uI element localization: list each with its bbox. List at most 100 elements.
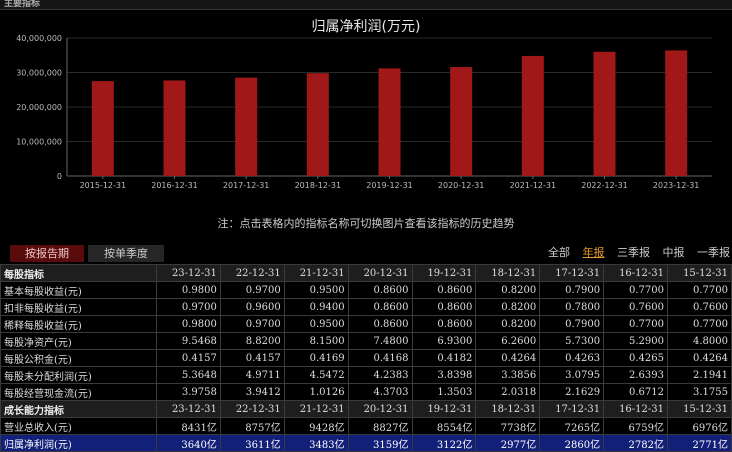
table-cell-value: 0.8600: [411, 298, 477, 316]
section-header-growth: 成长能力指标 23-12-31 22-12-31 21-12-31 20-12-31 19…: [0, 400, 732, 418]
table-cell-value: 2.1629: [539, 383, 605, 401]
bar: [450, 66, 473, 176]
column-header-date: 22-12-31: [219, 264, 285, 282]
table-cell-value: 9428亿: [283, 417, 349, 435]
table-cell-value: 0.8600: [411, 315, 477, 333]
table-row: 营业总收入(元) 8431亿 8757亿 9428亿 8827亿 8554亿 7738亿 72…: [0, 417, 732, 435]
table-cell-value: 3.3856: [475, 366, 541, 384]
table-cell-value: 4.9711: [219, 366, 285, 384]
indicator-name-link[interactable]: 每股未分配利润(元): [0, 366, 157, 384]
x-tick-label: 2019-12-31: [366, 181, 413, 190]
filter-q1[interactable]: 一季报: [697, 246, 730, 259]
x-tick-label: 2021-12-31: [510, 181, 557, 190]
table-cell-value: 4.5472: [283, 366, 349, 384]
table-cell-value: 3.9758: [156, 383, 221, 401]
column-header-date: 18-12-31: [475, 264, 541, 282]
column-header-date: 17-12-31: [539, 400, 605, 418]
table-cell-value: 8.8200: [219, 332, 285, 350]
table-cell-value: 0.9700: [219, 281, 285, 299]
column-header-date: 23-12-31: [156, 400, 221, 418]
table-cell-value: 3122亿: [411, 434, 477, 452]
table-cell-value: 3611亿: [219, 434, 285, 452]
indicator-name-link[interactable]: 扣非每股收益(元): [0, 298, 157, 316]
table-cell-value: 9.5468: [156, 332, 221, 350]
table-cell-value: 8554亿: [411, 417, 477, 435]
table-cell-value: 0.7900: [539, 315, 605, 333]
table-cell-value: 5.2900: [603, 332, 668, 350]
table-cell-value: 0.4182: [411, 349, 477, 367]
filter-interim[interactable]: 中报: [662, 246, 685, 259]
filter-annual[interactable]: 年报: [582, 246, 605, 259]
table-cell-value: 0.7700: [667, 281, 732, 299]
column-header-date: 20-12-31: [347, 264, 413, 282]
x-tick-label: 2016-12-31: [151, 181, 198, 190]
column-header-date: 15-12-31: [667, 400, 732, 418]
tab-by-report-period[interactable]: 按报告期: [10, 245, 84, 262]
filter-q3[interactable]: 三季报: [617, 246, 650, 259]
x-tick-label: 2017-12-31: [223, 181, 270, 190]
table-cell-value: 0.7600: [603, 298, 668, 316]
indicator-name-link[interactable]: 每股经营现金流(元): [0, 383, 157, 401]
table-cell-value: 8827亿: [347, 417, 413, 435]
bar: [521, 55, 544, 176]
bar: [593, 51, 616, 176]
table-cell-value: 0.4157: [219, 349, 285, 367]
indicator-name-link[interactable]: 归属净利润(元): [0, 434, 157, 452]
bar: [91, 81, 114, 176]
table-cell-value: 1.0126: [283, 383, 349, 401]
table-cell-value: 6759亿: [603, 417, 668, 435]
column-header-date: 19-12-31: [411, 400, 477, 418]
table-cell-value: 8.1500: [283, 332, 349, 350]
table-row: 每股公积金(元) 0.4157 0.4157 0.4169 0.4168 0.4182 0.…: [0, 349, 732, 367]
table-cell-value: 2977亿: [475, 434, 541, 452]
y-tick-label: 0: [57, 172, 62, 181]
table-cell-value: 4.3703: [347, 383, 413, 401]
table-cell-value: 0.8200: [475, 315, 541, 333]
column-header-date: 20-12-31: [347, 400, 413, 418]
table-cell-value: 0.7600: [667, 298, 732, 316]
column-header-date: 23-12-31: [156, 264, 221, 282]
table-row: 每股未分配利润(元) 5.3648 4.9711 4.5472 4.2383 3.8398…: [0, 366, 732, 384]
table-cell-value: 3.8398: [411, 366, 477, 384]
indicator-name-link[interactable]: 基本每股收益(元): [0, 281, 157, 299]
net-profit-chart: 归属净利润(万元) 0 10,000,000 20,000,000 30,000,00…: [0, 10, 732, 195]
table-cell-value: 5.3648: [156, 366, 221, 384]
table-cell-value: 7.4800: [347, 332, 413, 350]
table-cell-value: 0.8200: [475, 281, 541, 299]
table-cell-value: 2.0318: [475, 383, 541, 401]
column-header-date: 15-12-31: [667, 264, 732, 282]
table-cell-value: 0.9400: [283, 298, 349, 316]
table-cell-value: 0.4264: [667, 349, 732, 367]
table-cell-value: 5.7300: [539, 332, 605, 350]
table-cell-value: 3.0795: [539, 366, 605, 384]
section-title: 主要指标: [4, 0, 41, 9]
table-cell-value: 3.9412: [219, 383, 285, 401]
table-cell-value: 6976亿: [667, 417, 732, 435]
section-header-per-share: 每股指标 23-12-31 22-12-31 21-12-31 20-12-31 19-1…: [0, 264, 732, 282]
column-header-date: 21-12-31: [283, 264, 349, 282]
table-cell-value: 2860亿: [539, 434, 605, 452]
table-cell-value: 0.8600: [347, 298, 413, 316]
chart-svg: 0 10,000,000 20,000,000 30,000,000 40,000,00…: [16, 34, 712, 190]
filter-all[interactable]: 全部: [548, 246, 570, 259]
table-row: 每股净资产(元) 9.5468 8.8200 8.1500 7.4800 6.9300 6.…: [0, 332, 732, 350]
table-row: 扣非每股收益(元) 0.9700 0.9600 0.9400 0.8600 0.8600 0…: [0, 298, 732, 316]
table-cell-value: 6.2600: [475, 332, 541, 350]
x-tick-label: 2022-12-31: [581, 181, 628, 190]
chart-title: 归属净利润(万元): [311, 19, 421, 35]
y-tick-label: 20,000,000: [16, 103, 62, 112]
tab-by-single-quarter[interactable]: 按单季度: [88, 245, 164, 262]
x-tick-label: 2020-12-31: [438, 181, 485, 190]
table-cell-value: 0.8600: [347, 315, 413, 333]
report-type-filters: 全部 年报 三季报 中报 一季报: [539, 244, 730, 260]
bar: [235, 77, 258, 176]
indicator-name-link[interactable]: 每股公积金(元): [0, 349, 157, 367]
indicator-name-link[interactable]: 每股净资产(元): [0, 332, 157, 350]
column-header-date: 21-12-31: [283, 400, 349, 418]
x-tick-label: 2015-12-31: [80, 181, 127, 190]
indicator-name-link[interactable]: 稀释每股收益(元): [0, 315, 157, 333]
table-cell-value: 0.9800: [156, 315, 221, 333]
y-tick-label: 40,000,000: [16, 34, 62, 43]
indicator-name-link[interactable]: 营业总收入(元): [0, 417, 157, 435]
table-cell-value: 0.9500: [283, 281, 349, 299]
